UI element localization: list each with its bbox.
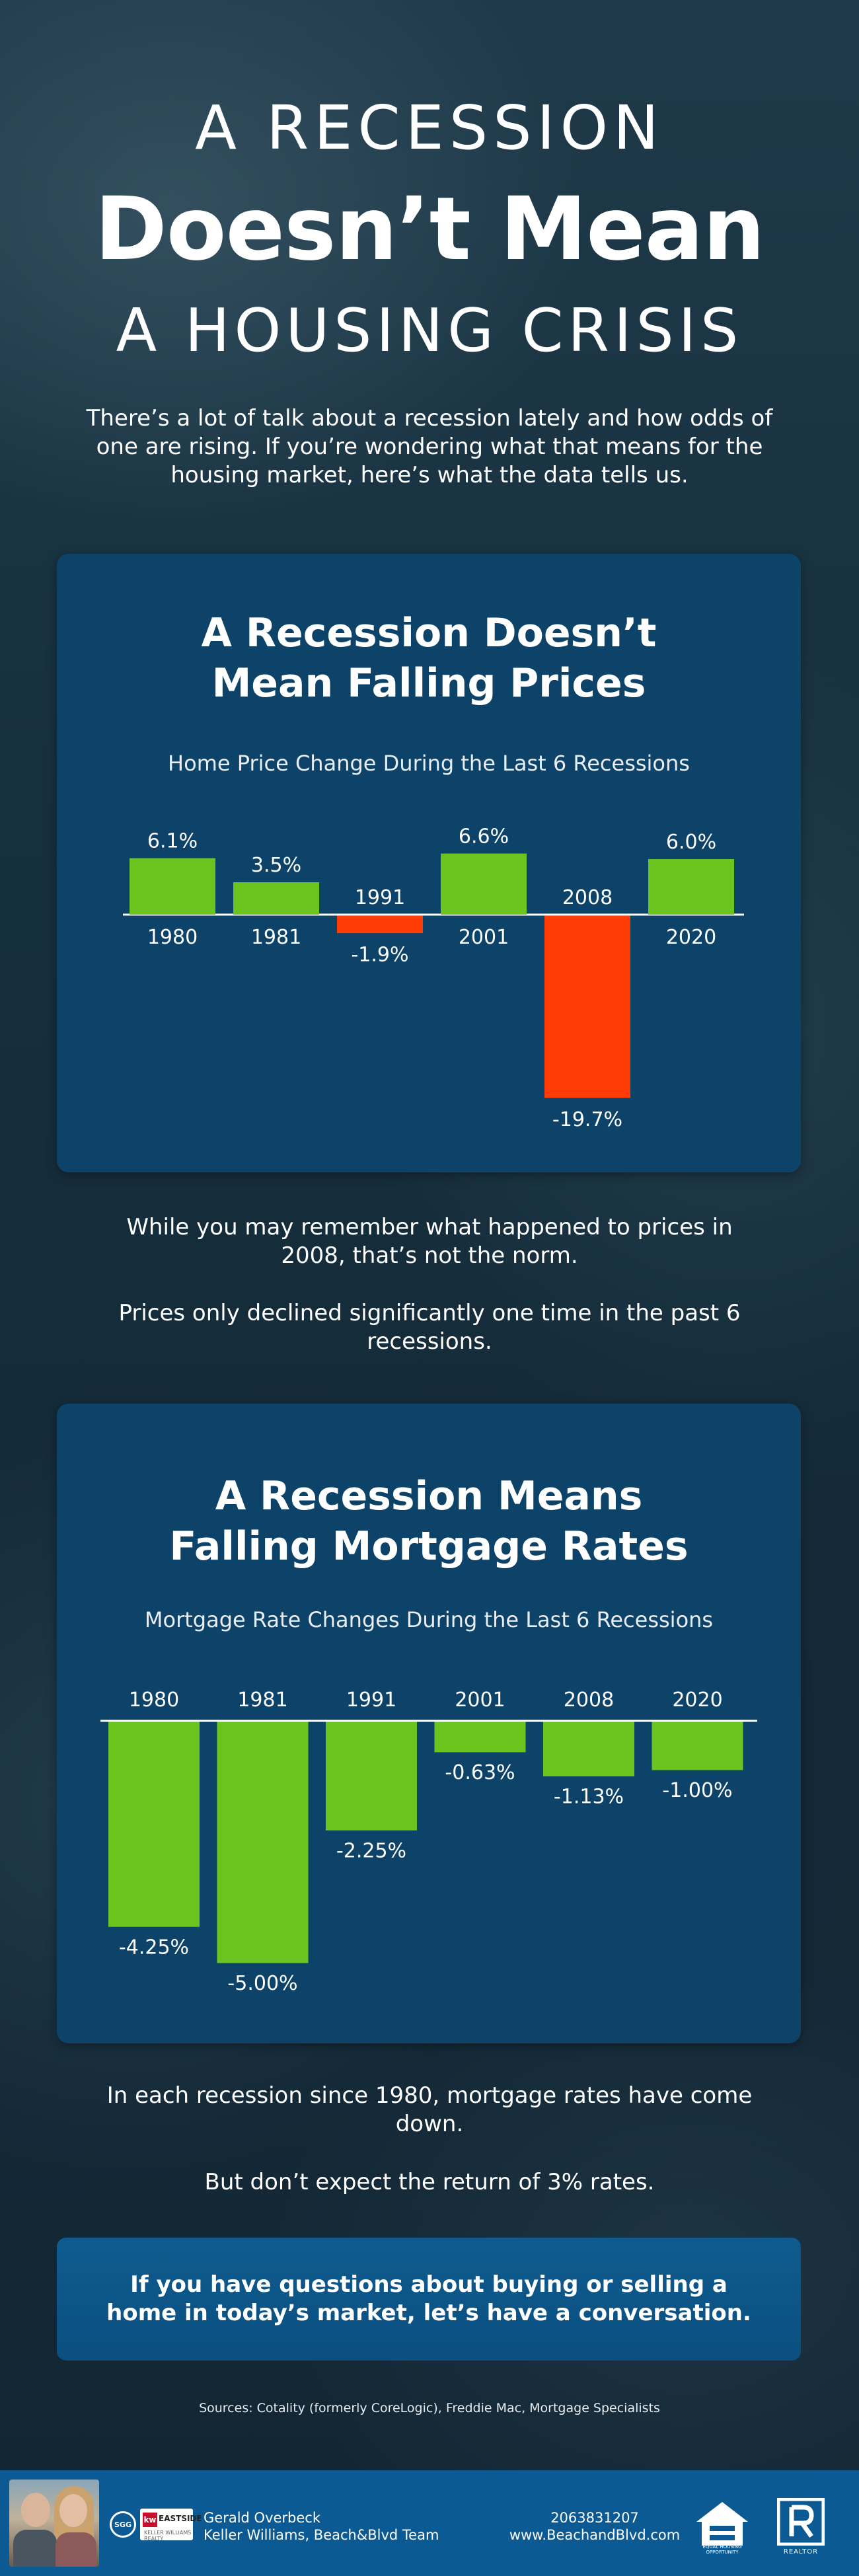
price-value-label-2008: -19.7% (552, 1108, 622, 1131)
mortgage-bar-1991 (326, 1722, 417, 1831)
price-year-label-1981: 1981 (251, 926, 301, 949)
sources: Sources: Cotality (formerly CoreLogic), … (199, 2401, 660, 2415)
price-year-label-2008: 2008 (562, 886, 613, 909)
mortgage-chart-title: A Recession Means Falling Mortgage Rates (57, 1471, 801, 1572)
mortgage-bar-2008 (543, 1722, 634, 1776)
price-chart-subtitle: Home Price Change During the Last 6 Rece… (168, 751, 690, 776)
intro-paragraph: There’s a lot of talk about a recession … (86, 405, 773, 488)
mortgage-bar-1981 (217, 1722, 309, 1963)
footer: SGG kw EASTSIDE KELLER WILLIAMS REALTY G… (0, 2470, 859, 2576)
cta-text: If you have questions about buying or se… (106, 2271, 751, 2326)
price-bar-2001 (441, 853, 527, 915)
lower-paragraph-1: In each recession since 1980, mortgage r… (106, 2082, 753, 2137)
mortgage-value-label-1981: -5.00% (227, 1972, 297, 1995)
mortgage-rate-chart: 1980 -4.25% 1981 -5.00% 1991 -2.25% 2001 -0.63%… (100, 1688, 757, 1995)
mortgage-value-label-2020: -1.00% (662, 1779, 732, 1802)
mortgage-year-label-1991: 1991 (346, 1688, 396, 1712)
price-bar-1991 (337, 915, 423, 934)
agent-photo-person-1 (13, 2530, 57, 2567)
agent-name: Gerald Overbeck (204, 2510, 321, 2526)
price-chart-title-line-1: A Recession Doesn’t (201, 610, 657, 656)
mortgage-year-label-2001: 2001 (455, 1688, 505, 1712)
price-value-label-2020: 6.0% (666, 831, 716, 854)
lower-paragraph-2: But don’t expect the return of 3% rates. (204, 2169, 655, 2195)
headline-line-1: A RECESSION (195, 93, 664, 163)
mortgage-bar-2020 (652, 1722, 743, 1770)
mortgage-year-label-2020: 2020 (672, 1688, 722, 1712)
mortgage-value-label-2008: -1.13% (554, 1785, 624, 1808)
price-value-label-1981: 3.5% (251, 854, 301, 877)
price-year-label-1991: 1991 (355, 886, 405, 909)
kw-logo-mark: kw (143, 2513, 157, 2527)
mortgage-value-label-1980: -4.25% (119, 1936, 189, 1959)
headline-line-3: A HOUSING CRISIS (116, 296, 743, 365)
cta-box: If you have questions about buying or se… (57, 2238, 801, 2361)
price-value-label-1980: 6.1% (147, 830, 198, 853)
headline-line-2: Doesn’t Mean (94, 178, 765, 280)
price-bar-2020 (648, 859, 734, 915)
realtor-icon (777, 2498, 825, 2546)
price-bar-2008 (544, 915, 630, 1098)
mortgage-bar-1980 (108, 1722, 200, 1927)
price-value-label-2001: 6.6% (459, 825, 509, 849)
mortgage-value-label-2001: -0.63% (445, 1761, 515, 1784)
price-year-label-2001: 2001 (459, 926, 509, 949)
mortgage-year-label-2008: 2008 (564, 1688, 614, 1712)
mortgage-value-label-1991: -2.25% (336, 1839, 406, 1862)
price-chart-title-line-2: Mean Falling Prices (211, 660, 646, 706)
agent-team: Keller Williams, Beach&Blvd Team (204, 2527, 439, 2543)
agent-phone[interactable]: 2063831207 (550, 2510, 639, 2526)
mortgage-year-label-1980: 1980 (129, 1688, 179, 1712)
middle-paragraph-2: Prices only declined significantly one t… (118, 1300, 741, 1355)
price-change-chart: 1980 6.1% 1981 3.5% 1991 -1.9% 2001 6.6% 2008 -19… (123, 825, 744, 1131)
mortgage-chart-title-line-2: Falling Mortgage Rates (169, 1523, 689, 1570)
price-value-label-1991: -1.9% (351, 944, 408, 967)
sgg-badge-icon: SGG (110, 2511, 136, 2538)
price-year-label-2020: 2020 (666, 926, 716, 949)
price-chart-panel: A Recession Doesn’t Mean Falling Prices … (57, 554, 801, 1172)
agent-photo-face-2 (59, 2494, 87, 2527)
mortgage-chart-subtitle: Mortgage Rate Changes During the Last 6 … (144, 1607, 714, 1632)
mortgage-chart-title-line-1: A Recession Means (215, 1473, 643, 1519)
equal-housing-icon (696, 2502, 748, 2546)
mortgage-year-label-1981: 1981 (237, 1688, 287, 1712)
keller-williams-logo: kw EASTSIDE KELLER WILLIAMS REALTY (140, 2509, 202, 2542)
agent-photo-face-1 (21, 2493, 50, 2527)
kw-logo-sub: KELLER WILLIAMS REALTY (144, 2530, 192, 2542)
agent-website-link[interactable]: www.BeachandBlvd.com (509, 2527, 681, 2543)
price-bar-1981 (233, 882, 319, 915)
price-chart-title: A Recession Doesn’t Mean Falling Prices (57, 608, 801, 708)
kw-logo-name: EASTSIDE (159, 2514, 202, 2523)
mortgage-chart-panel: A Recession Means Falling Mortgage Rates… (57, 1404, 801, 2043)
mortgage-bar-2001 (434, 1722, 526, 1753)
agent-photo-person-2 (56, 2532, 96, 2567)
price-bar-1980 (130, 858, 215, 915)
middle-paragraph-1: While you may remember what happened to … (126, 1214, 733, 1269)
realtor-label: REALTOR (783, 2548, 819, 2556)
price-year-label-1980: 1980 (147, 926, 198, 949)
equal-housing-label: EQUAL HOUSING OPPORTUNITY (702, 2544, 742, 2555)
agent-photo (9, 2480, 99, 2567)
